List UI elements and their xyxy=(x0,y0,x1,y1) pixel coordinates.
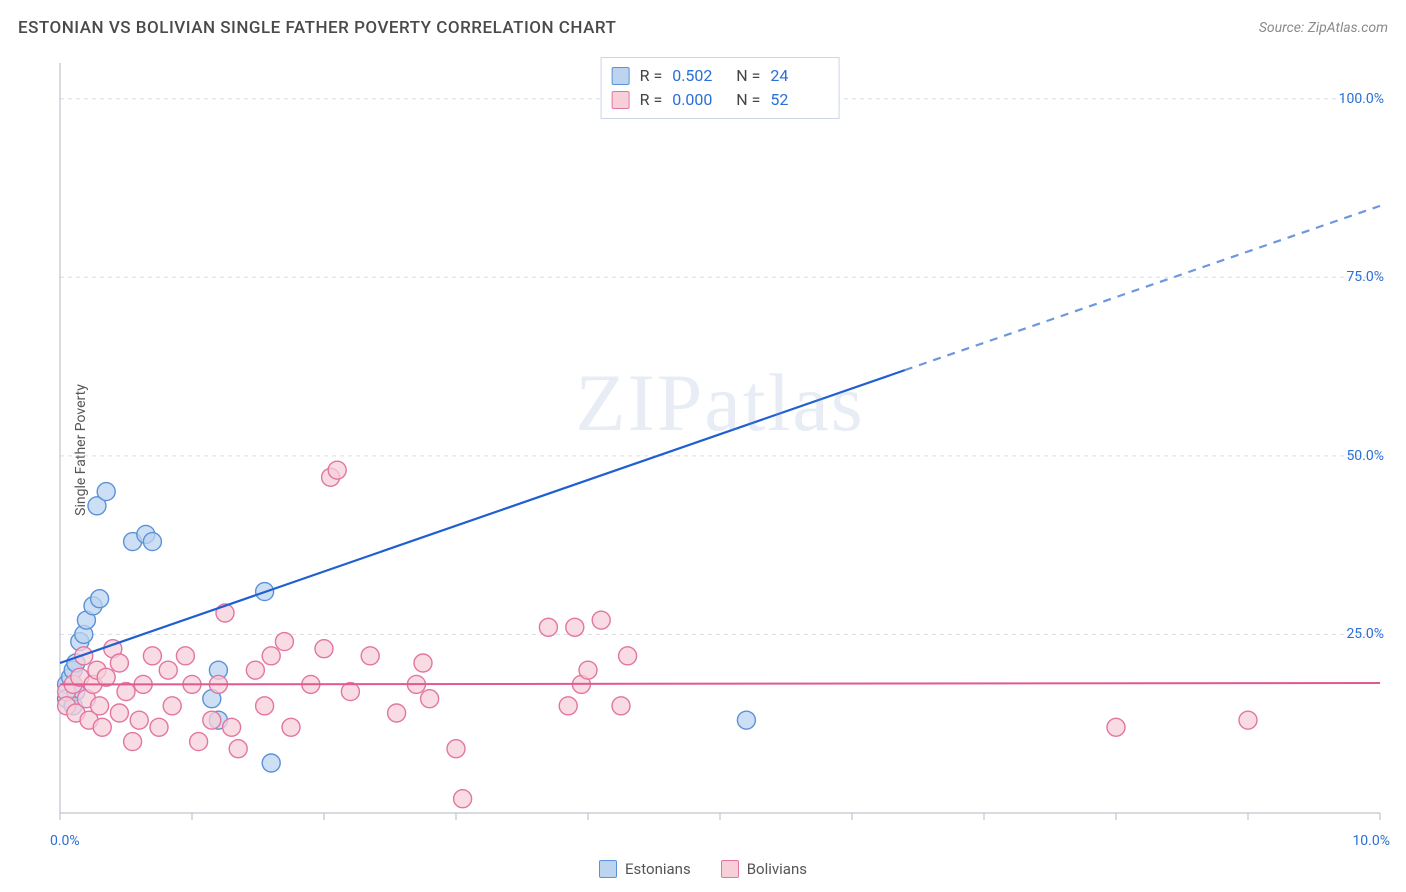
y-tick-label: 100.0% xyxy=(1339,91,1384,107)
stat-n-value: 52 xyxy=(770,88,824,112)
legend-item: Bolivians xyxy=(721,860,807,878)
stat-n-label: N = xyxy=(736,64,760,88)
x-axis-end-label: 10.0% xyxy=(1352,833,1390,849)
source-label: Source: ZipAtlas.com xyxy=(1259,20,1388,36)
title-bar: ESTONIAN VS BOLIVIAN SINGLE FATHER POVER… xyxy=(18,18,1388,38)
series-legend: Estonians Bolivians xyxy=(599,860,807,878)
legend-swatch xyxy=(721,860,739,878)
stat-r-label: R = xyxy=(640,64,663,88)
legend-label: Estonians xyxy=(625,860,691,878)
y-tick-label: 50.0% xyxy=(1346,448,1384,464)
stat-n-value: 24 xyxy=(770,64,824,88)
legend-swatch xyxy=(612,67,630,85)
legend-swatch xyxy=(612,91,630,109)
stat-n-label: N = xyxy=(736,88,760,112)
plot-area: Single Father Poverty ZIPatlas R =0.502N… xyxy=(50,55,1390,845)
stats-row: R = 0.502 N = 24 xyxy=(612,64,825,88)
stats-legend-box: R = 0.502 N = 24 R = 0.000 N = 52 xyxy=(601,57,840,119)
y-tick-label: 25.0% xyxy=(1346,626,1384,642)
chart-title: ESTONIAN VS BOLIVIAN SINGLE FATHER POVER… xyxy=(18,18,616,38)
legend-swatch xyxy=(599,860,617,878)
stat-r-label: R = xyxy=(640,88,663,112)
legend-label: Bolivians xyxy=(747,860,807,878)
scatter-plot-svg xyxy=(50,55,1390,845)
y-tick-label: 75.0% xyxy=(1346,269,1384,285)
stats-row: R = 0.000 N = 52 xyxy=(612,88,825,112)
legend-item: Estonians xyxy=(599,860,691,878)
stat-r-value: 0.000 xyxy=(672,88,726,112)
stat-r-value: 0.502 xyxy=(672,64,726,88)
x-axis-origin-label: 0.0% xyxy=(50,833,80,849)
